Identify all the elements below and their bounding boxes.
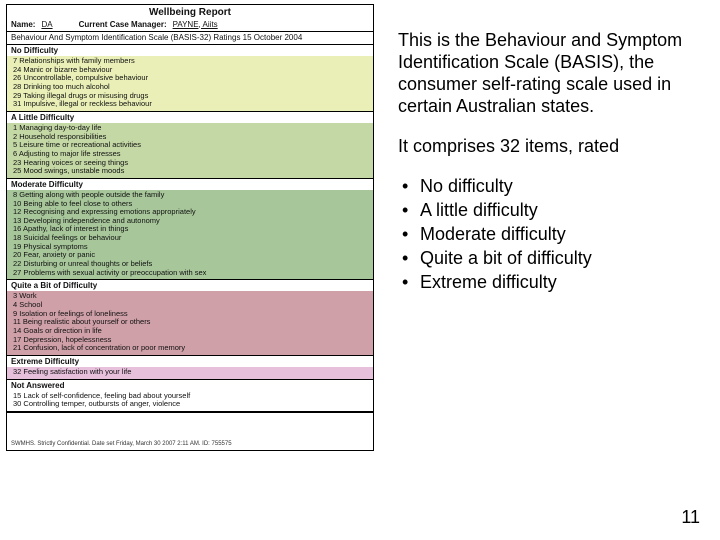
rating-level-item: Extreme difficulty bbox=[398, 272, 686, 294]
section-heading: Extreme Difficulty bbox=[7, 356, 373, 367]
scale-subtitle: Behaviour And Symptom Identification Sca… bbox=[7, 32, 373, 45]
basis-item: 1 Managing day-to-day life bbox=[11, 124, 369, 133]
section-body: 15 Lack of self-confidence, feeling bad … bbox=[7, 391, 373, 411]
rating-level-item: Moderate difficulty bbox=[398, 224, 686, 246]
report-header: Name: DA Current Case Manager: PAYNE, Ai… bbox=[7, 20, 373, 32]
name-value: DA bbox=[41, 20, 52, 29]
basis-item: 2 Household responsibilities bbox=[11, 133, 369, 142]
rating-levels-list: No difficultyA little difficultyModerate… bbox=[398, 176, 686, 294]
basis-item: 8 Getting along with people outside the … bbox=[11, 191, 369, 200]
basis-item: 20 Fear, anxiety or panic bbox=[11, 251, 369, 260]
basis-item: 4 School bbox=[11, 301, 369, 310]
rating-section: Extreme Difficulty32 Feeling satisfactio… bbox=[7, 356, 373, 380]
report-footer: SWMHS. Strictly Confidential. Date set F… bbox=[7, 412, 373, 450]
section-body: 3 Work4 School9 Isolation or feelings of… bbox=[7, 291, 373, 354]
section-body: 8 Getting along with people outside the … bbox=[7, 190, 373, 279]
basis-item: 24 Manic or bizarre behaviour bbox=[11, 66, 369, 75]
sections-list: No Difficulty7 Relationships with family… bbox=[7, 45, 373, 412]
basis-item: 14 Goals or direction in life bbox=[11, 327, 369, 336]
name-label: Name: bbox=[11, 20, 35, 29]
report-column: Wellbeing Report Name: DA Current Case M… bbox=[0, 0, 380, 540]
rating-level-item: No difficulty bbox=[398, 176, 686, 198]
basis-item: 22 Disturbing or unreal thoughts or beli… bbox=[11, 260, 369, 269]
basis-item: 12 Recognising and expressing emotions a… bbox=[11, 208, 369, 217]
basis-item: 16 Apathy, lack of interest in things bbox=[11, 225, 369, 234]
basis-item: 7 Relationships with family members bbox=[11, 57, 369, 66]
manager-label: Current Case Manager: bbox=[79, 20, 167, 29]
section-body: 1 Managing day-to-day life2 Household re… bbox=[7, 123, 373, 178]
basis-item: 9 Isolation or feelings of loneliness bbox=[11, 310, 369, 319]
rating-section: No Difficulty7 Relationships with family… bbox=[7, 45, 373, 112]
basis-item: 15 Lack of self-confidence, feeling bad … bbox=[11, 392, 369, 401]
rating-section: Not Answered15 Lack of self-confidence, … bbox=[7, 380, 373, 412]
section-body: 7 Relationships with family members24 Ma… bbox=[7, 56, 373, 111]
explanation-column: This is the Behaviour and Symptom Identi… bbox=[380, 0, 710, 540]
basis-item: 13 Developing independence and autonomy bbox=[11, 217, 369, 226]
basis-item: 30 Controlling temper, outbursts of ange… bbox=[11, 400, 369, 409]
basis-item: 19 Physical symptoms bbox=[11, 243, 369, 252]
slide: Wellbeing Report Name: DA Current Case M… bbox=[0, 0, 720, 540]
section-body: 32 Feeling satisfaction with your life bbox=[7, 367, 373, 379]
basis-item: 3 Work bbox=[11, 292, 369, 301]
intro-paragraph: This is the Behaviour and Symptom Identi… bbox=[398, 30, 686, 118]
wellbeing-report: Wellbeing Report Name: DA Current Case M… bbox=[6, 4, 374, 451]
basis-item: 17 Depression, hopelessness bbox=[11, 336, 369, 345]
items-paragraph: It comprises 32 items, rated bbox=[398, 136, 686, 158]
basis-item: 26 Uncontrollable, compulsive behaviour bbox=[11, 74, 369, 83]
rating-section: Quite a Bit of Difficulty3 Work4 School9… bbox=[7, 280, 373, 356]
basis-item: 10 Being able to feel close to others bbox=[11, 200, 369, 209]
rating-section: A Little Difficulty1 Managing day-to-day… bbox=[7, 112, 373, 179]
rating-section: Moderate Difficulty8 Getting along with … bbox=[7, 179, 373, 280]
section-heading: A Little Difficulty bbox=[7, 112, 373, 123]
manager-value: PAYNE, Aiits bbox=[173, 20, 218, 29]
basis-item: 11 Being realistic about yourself or oth… bbox=[11, 318, 369, 327]
page-number: 11 bbox=[681, 507, 700, 528]
section-heading: Moderate Difficulty bbox=[7, 179, 373, 190]
section-heading: No Difficulty bbox=[7, 45, 373, 56]
basis-item: 21 Confusion, lack of concentration or p… bbox=[11, 344, 369, 353]
basis-item: 27 Problems with sexual activity or preo… bbox=[11, 269, 369, 278]
rating-level-item: Quite a bit of difficulty bbox=[398, 248, 686, 270]
basis-item: 18 Suicidal feelings or behaviour bbox=[11, 234, 369, 243]
section-heading: Quite a Bit of Difficulty bbox=[7, 280, 373, 291]
basis-item: 23 Hearing voices or seeing things bbox=[11, 159, 369, 168]
basis-item: 29 Taking illegal drugs or misusing drug… bbox=[11, 92, 369, 101]
basis-item: 5 Leisure time or recreational activitie… bbox=[11, 141, 369, 150]
section-heading: Not Answered bbox=[7, 380, 373, 391]
report-title: Wellbeing Report bbox=[7, 5, 373, 20]
basis-item: 32 Feeling satisfaction with your life bbox=[11, 368, 369, 377]
basis-item: 28 Drinking too much alcohol bbox=[11, 83, 369, 92]
rating-level-item: A little difficulty bbox=[398, 200, 686, 222]
basis-item: 25 Mood swings, unstable moods bbox=[11, 167, 369, 176]
basis-item: 31 Impulsive, illegal or reckless behavi… bbox=[11, 100, 369, 109]
basis-item: 6 Adjusting to major life stresses bbox=[11, 150, 369, 159]
